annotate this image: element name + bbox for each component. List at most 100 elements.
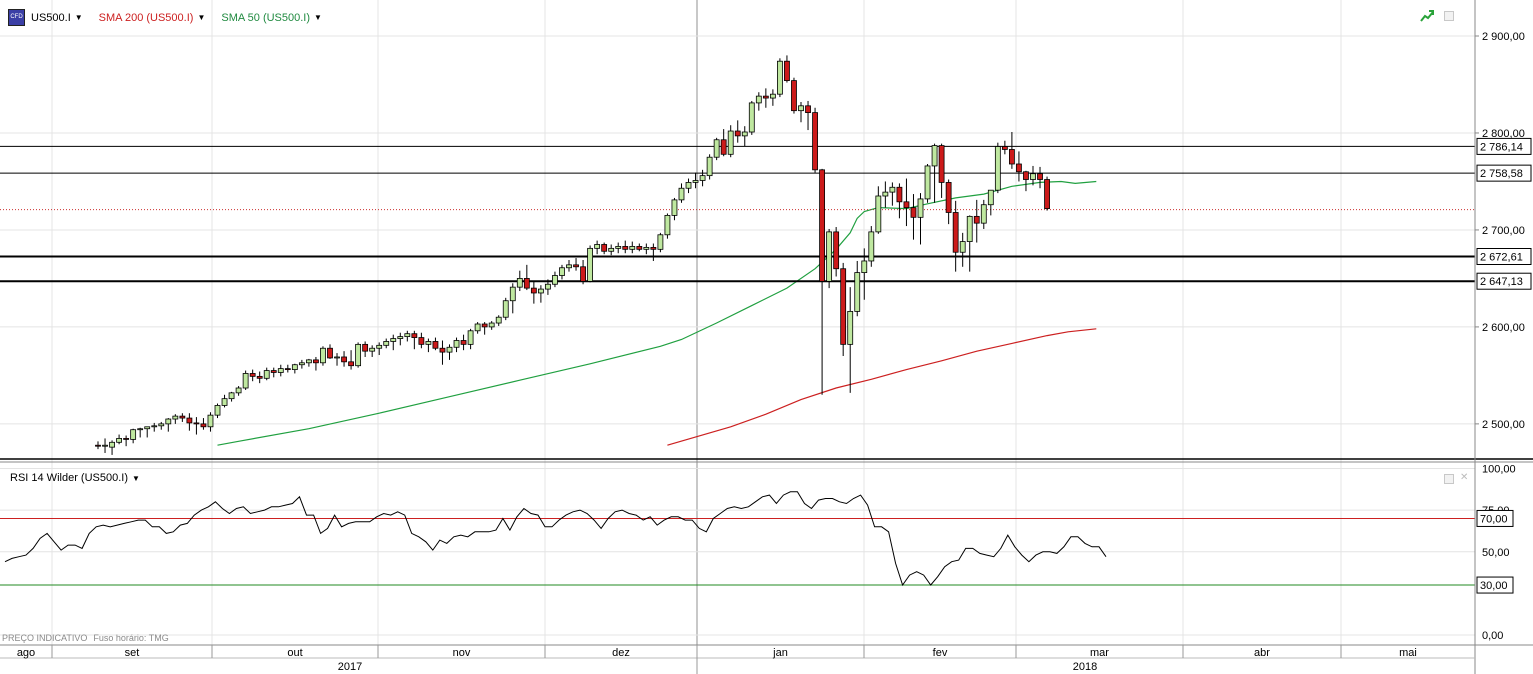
price-level-box — [1476, 272, 1532, 290]
candle-body — [903, 201, 910, 209]
caret-down-icon[interactable]: ▼ — [314, 13, 322, 22]
candle-body — [559, 267, 565, 276]
price-tick-label: 2 500,00 — [1482, 419, 1525, 431]
rsi-panel-plot — [0, 491, 1475, 587]
candle-body — [123, 438, 130, 440]
candle-body — [291, 364, 298, 370]
candle-body — [95, 444, 101, 447]
candle-body — [847, 310, 854, 345]
price-level-box — [1476, 137, 1532, 155]
chart-toolbar — [1420, 10, 1454, 22]
candle-body — [1030, 173, 1036, 180]
price-level-label: 2 672,61 — [1480, 252, 1523, 264]
candle-body — [467, 330, 474, 345]
candle-body — [826, 231, 833, 282]
year-label: 2017 — [338, 661, 362, 673]
candle-body — [678, 187, 685, 201]
candle-body — [931, 145, 938, 167]
candle-body — [109, 441, 115, 448]
candle-body — [186, 417, 193, 424]
year-label: 2018 — [1073, 661, 1097, 673]
candle-body — [446, 346, 453, 353]
month-label: mai — [1399, 647, 1417, 659]
candle-body — [334, 356, 340, 359]
candle-body — [587, 247, 593, 282]
rsi-level-label: 30,00 — [1480, 580, 1508, 592]
month-label: set — [125, 647, 140, 659]
candle-body — [509, 286, 516, 302]
rsi-panel-toolbar: ✕ — [1444, 472, 1469, 484]
candle-body — [523, 278, 530, 289]
candle-body — [973, 215, 980, 224]
sma-50-path — [217, 180, 1097, 446]
candle-body — [228, 392, 235, 400]
price-tick-label: 2 600,00 — [1482, 322, 1525, 334]
rsi-line — [4, 491, 1107, 587]
candle-body — [277, 368, 284, 373]
candle-body — [369, 347, 376, 352]
month-label: mar — [1090, 647, 1109, 659]
maximize-icon[interactable] — [1444, 11, 1454, 21]
rsi-tick-label: 100,00 — [1482, 464, 1516, 476]
candle-body — [214, 405, 221, 416]
candle-body — [502, 300, 509, 318]
candle-body — [685, 182, 692, 189]
candle-body — [1023, 171, 1029, 180]
candle-body — [608, 247, 615, 252]
candle-body — [692, 180, 699, 183]
candle-body — [537, 288, 544, 294]
trend-arrow-icon[interactable] — [1420, 10, 1434, 22]
candle-body — [791, 80, 797, 112]
candle-body — [615, 246, 622, 249]
candle-body — [622, 246, 629, 250]
caret-down-icon[interactable]: ▼ — [74, 13, 83, 22]
candle-body — [327, 347, 333, 359]
candle-body — [263, 370, 270, 379]
candle-body — [390, 338, 397, 342]
candle-body — [798, 105, 804, 112]
caret-down-icon[interactable]: ▼ — [197, 13, 206, 22]
rsi-level-box — [1476, 509, 1514, 527]
candle-body — [383, 341, 390, 346]
candle-body — [573, 264, 579, 268]
candle-body — [144, 426, 151, 430]
candle-body — [474, 323, 481, 332]
candle-body — [833, 231, 840, 270]
price-note: PREÇO INDICATIVO — [2, 633, 88, 643]
candle-body — [552, 275, 558, 285]
close-icon[interactable]: ✕ — [1460, 472, 1469, 483]
month-label: out — [287, 647, 302, 659]
sma50-legend[interactable]: SMA 50 (US500.I) ▼ — [221, 12, 322, 24]
candle-body — [151, 425, 158, 428]
candle-body — [987, 189, 994, 206]
candle-body — [812, 112, 818, 171]
candle-body — [270, 370, 277, 373]
candle-body — [601, 244, 608, 252]
rsi-legend[interactable]: RSI 14 Wilder (US500.I) ▼ — [10, 472, 140, 484]
candle-body — [720, 139, 727, 155]
candle-body — [580, 266, 586, 282]
candle-body — [179, 415, 186, 419]
candle-body — [868, 231, 875, 262]
symbol-selector[interactable]: CFD US500.I ▼ — [8, 9, 83, 26]
candle-body — [854, 272, 861, 312]
candle-body — [207, 414, 214, 428]
candle-body — [889, 186, 896, 193]
sma200-legend[interactable]: SMA 200 (US500.I) ▼ — [99, 12, 206, 24]
maximize-icon[interactable] — [1444, 474, 1454, 484]
rsi-tick-label: 50,00 — [1482, 547, 1510, 559]
candle-body — [840, 268, 847, 345]
candle-body — [256, 375, 263, 379]
candle-body — [200, 423, 207, 428]
candle-body — [193, 422, 200, 425]
candle-body — [102, 444, 108, 447]
month-label: ago — [17, 647, 35, 659]
candle-body — [966, 215, 973, 242]
candle-body — [298, 362, 305, 366]
candle-body — [158, 423, 165, 427]
candle-body — [741, 131, 748, 137]
candle-body — [1009, 149, 1015, 165]
caret-down-icon[interactable]: ▼ — [131, 473, 140, 483]
candle-body — [643, 246, 650, 250]
